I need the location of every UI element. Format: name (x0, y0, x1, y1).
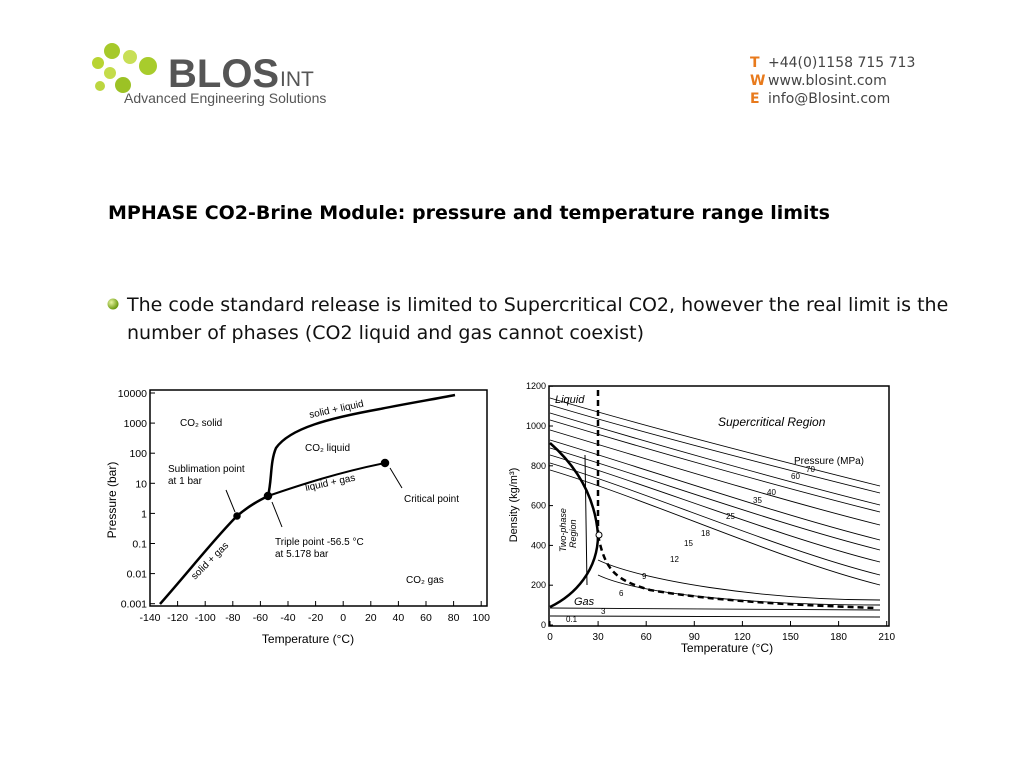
density-diagram: 0 200 400 600 800 1000 1200 0 30 60 90 120 150 180 210… (508, 381, 895, 655)
isobar-label: 18 (701, 529, 710, 538)
y-tick-label: 800 (531, 461, 546, 471)
isobar-line (549, 454, 881, 563)
y-tick-label: 1 (141, 508, 147, 520)
x-tick-label: -60 (253, 612, 268, 624)
annotation: Pressure (MPa) (794, 456, 864, 467)
isobar-line (549, 469, 881, 586)
y-tick-label: 1000 (124, 418, 148, 430)
contact-row: T +44(0)1158 715 713 (750, 54, 915, 72)
slide-title: MPHASE CO2-Brine Module: pressure and te… (108, 202, 830, 224)
isobar-line (549, 404, 881, 494)
x-tick-label: 40 (393, 612, 405, 624)
annotation: Liquid (555, 394, 585, 406)
isobar-line (549, 615, 881, 618)
y-tick-label: 1000 (526, 421, 546, 431)
x-tick-label: 210 (878, 632, 895, 643)
bullet-icon (107, 298, 119, 310)
y-tick-label: 0.01 (127, 569, 148, 581)
isobar-line (549, 397, 881, 487)
annotation: Two-phase (558, 508, 568, 552)
x-tick-label: 120 (734, 632, 751, 643)
x-tick-label: -40 (280, 612, 295, 624)
isobar-label: 35 (753, 496, 762, 505)
y-axis-label: Pressure (bar) (105, 462, 119, 539)
isobar-label: 3 (601, 607, 606, 616)
x-tick-label: -80 (225, 612, 240, 624)
isobar-label: 40 (767, 488, 776, 497)
x-tick-label: 60 (641, 632, 653, 643)
y-tick-label: 200 (531, 580, 546, 590)
annotation: Sublimation point (168, 464, 245, 475)
annotation: CO₂ solid (180, 418, 222, 429)
contact-text: www.blosint.com (768, 73, 887, 89)
annotation: Supercritical Region (718, 415, 826, 429)
x-tick-label: 90 (689, 632, 701, 643)
y-tick-label: 0.1 (132, 539, 147, 551)
x-tick-label: -100 (195, 612, 216, 624)
y-tick-label: 1200 (526, 381, 546, 391)
x-tick-label: -20 (308, 612, 323, 624)
annotation: CO₂ liquid (305, 443, 350, 454)
x-tick-label: 80 (448, 612, 460, 624)
logo-tagline: Advanced Engineering Solutions (124, 90, 326, 106)
y-tick-label: 0.001 (121, 599, 147, 611)
isobar-label: 0.1 (566, 615, 578, 624)
x-tick-label: 180 (830, 632, 847, 643)
annotation: Triple point -56.5 °C (275, 537, 364, 548)
x-tick-label: -140 (139, 612, 160, 624)
contact-key: E (750, 91, 760, 107)
x-tick-label: 60 (420, 612, 432, 624)
isobar-label: 15 (684, 539, 693, 548)
isobar-line (549, 429, 881, 526)
y-axis-label: Density (kg/m³) (508, 468, 520, 543)
isobar-line (549, 607, 881, 611)
annotation: Critical point (404, 494, 459, 505)
isobar-line (549, 412, 881, 506)
isobar-line (549, 419, 881, 513)
x-axis-label: Temperature (°C) (681, 641, 773, 655)
annotation: CO₂ gas (406, 575, 444, 586)
isobar-label: 6 (619, 589, 624, 598)
x-tick-label: -120 (167, 612, 188, 624)
x-tick-label: 0 (340, 612, 346, 624)
logo-suffix: INT (280, 68, 314, 91)
logo: BLOS INT Advanced Engineering Solutions (92, 43, 326, 106)
contact-key: W (750, 73, 766, 89)
bullet-text: The code standard release is limited to … (127, 294, 949, 344)
y-tick-label: 10000 (118, 388, 147, 400)
x-tick-label: 100 (472, 612, 490, 624)
isobar-line (549, 462, 881, 576)
y-tick-label: 0 (541, 620, 546, 630)
annotation: Region (568, 519, 578, 548)
isobar-label: 12 (670, 555, 679, 564)
annotation: at 5.178 bar (275, 549, 329, 560)
isobar-line (597, 559, 881, 601)
x-tick-label: 0 (547, 632, 553, 643)
contact-text: +44(0)1158 715 713 (768, 55, 916, 71)
annotation: at 1 bar (168, 476, 203, 487)
x-tick-label: 20 (365, 612, 377, 624)
x-axis-label: Temperature (°C) (262, 632, 354, 646)
y-tick-label: 600 (531, 501, 546, 511)
x-tick-label: 150 (782, 632, 799, 643)
isobar-label: 9 (642, 572, 647, 581)
annotation: Gas (574, 596, 595, 608)
contact-text: info@Blosint.com (768, 91, 891, 107)
y-tick-label: 100 (129, 448, 147, 460)
y-tick-label: 400 (531, 540, 546, 550)
isobar-label: 70 (806, 465, 815, 474)
isobar-line (549, 447, 881, 551)
isobar-label: 60 (791, 472, 800, 481)
logo-main: BLOS (168, 52, 279, 96)
isobar-line (549, 439, 881, 541)
isobar-label: 25 (726, 512, 735, 521)
x-tick-label: 30 (593, 632, 605, 643)
contact-key: T (750, 55, 760, 71)
y-tick-label: 10 (135, 478, 147, 490)
